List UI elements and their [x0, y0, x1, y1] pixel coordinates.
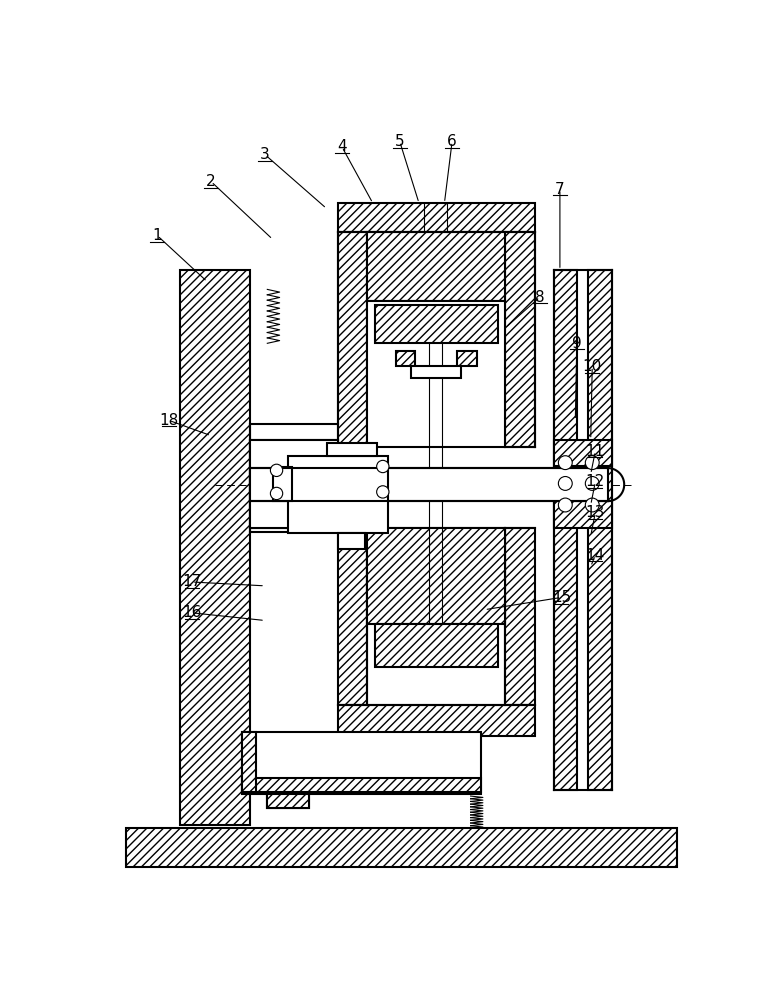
Bar — [554, 270, 577, 790]
Bar — [367, 528, 505, 624]
Bar — [339, 705, 534, 736]
Bar — [505, 528, 534, 705]
Bar — [126, 828, 677, 867]
Bar — [242, 732, 256, 792]
Circle shape — [377, 486, 389, 498]
Bar — [327, 443, 377, 456]
Bar — [267, 794, 309, 808]
Text: 9: 9 — [572, 336, 582, 351]
Bar — [375, 305, 498, 343]
Bar — [505, 232, 534, 447]
Bar — [367, 301, 505, 447]
Text: 3: 3 — [260, 147, 270, 162]
Text: 7: 7 — [555, 182, 565, 197]
Text: 12: 12 — [586, 474, 605, 489]
Circle shape — [377, 460, 389, 473]
Bar — [554, 501, 612, 528]
Circle shape — [558, 456, 573, 470]
Text: 11: 11 — [586, 444, 605, 459]
Bar — [250, 468, 608, 501]
Circle shape — [585, 477, 599, 490]
Circle shape — [585, 456, 599, 470]
Text: 14: 14 — [586, 548, 605, 563]
Bar — [367, 528, 505, 624]
Bar — [411, 366, 461, 378]
Bar — [339, 528, 367, 705]
Bar — [339, 533, 365, 549]
Text: 6: 6 — [447, 134, 457, 149]
Bar — [242, 778, 480, 792]
Bar — [180, 270, 250, 825]
Bar — [250, 440, 339, 528]
Text: 13: 13 — [586, 505, 605, 520]
Bar — [554, 440, 612, 466]
Bar — [273, 466, 292, 501]
Bar — [267, 794, 309, 808]
Bar — [288, 456, 388, 533]
Text: 17: 17 — [183, 574, 201, 589]
Bar — [588, 270, 612, 790]
Circle shape — [558, 477, 573, 490]
Bar — [367, 232, 505, 301]
Text: 2: 2 — [206, 174, 216, 189]
Bar — [242, 732, 480, 794]
Bar — [375, 624, 498, 667]
Text: 15: 15 — [551, 590, 571, 605]
Circle shape — [271, 464, 282, 477]
Circle shape — [558, 498, 573, 512]
Text: 10: 10 — [583, 359, 602, 374]
Circle shape — [271, 487, 282, 500]
Bar — [396, 351, 415, 366]
Text: 1: 1 — [152, 228, 162, 243]
Text: 4: 4 — [337, 139, 347, 154]
Bar — [339, 232, 367, 447]
Text: 5: 5 — [395, 134, 405, 149]
Text: 16: 16 — [183, 605, 201, 620]
Circle shape — [585, 498, 599, 512]
Text: 8: 8 — [535, 290, 544, 305]
Bar — [458, 351, 477, 366]
Text: 18: 18 — [159, 413, 179, 428]
Bar — [339, 203, 534, 232]
